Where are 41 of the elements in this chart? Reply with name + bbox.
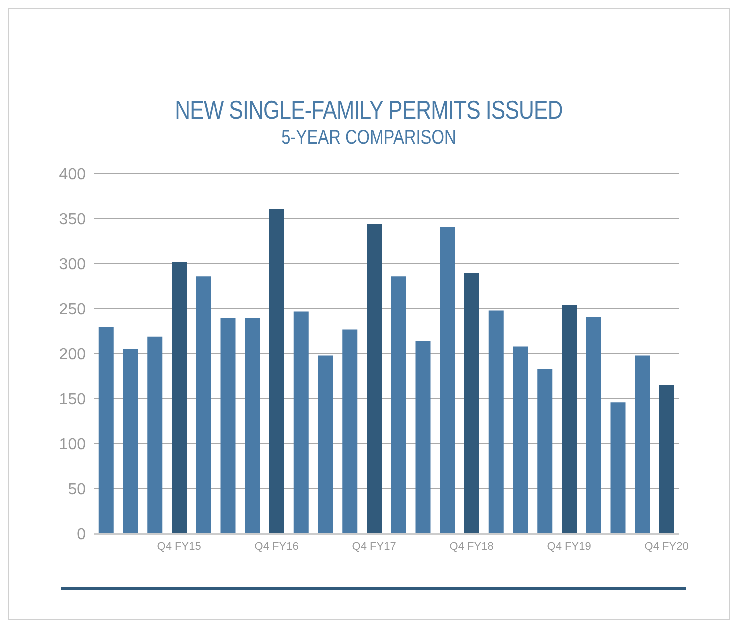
y-tick-label: 300: [59, 256, 86, 274]
x-tick-label: Q4 FY17: [352, 540, 396, 553]
chart-title: NEW SINGLE-FAMILY PERMITS ISSUED: [174, 95, 564, 126]
bar: [416, 341, 431, 534]
x-tick-label: Q4 FY20: [644, 540, 689, 553]
y-tick-label: 150: [59, 392, 86, 409]
bar: [538, 369, 553, 534]
bar: [562, 305, 577, 534]
bar: [440, 227, 456, 534]
bar: [220, 318, 236, 534]
bar: [294, 312, 309, 534]
bar: [270, 209, 284, 534]
bar: [318, 356, 334, 534]
bar: [488, 310, 504, 534]
y-tick-label: 0: [77, 526, 86, 544]
x-tick-label: Q4 FY15: [157, 540, 202, 553]
y-tick-label: 250: [59, 302, 86, 319]
bar: [660, 386, 674, 534]
bar: [367, 224, 382, 534]
y-tick-label: 50: [68, 482, 86, 499]
chart-subtitle: 5-YEAR COMPARISON: [280, 127, 458, 150]
y-tick-label: 100: [59, 436, 86, 454]
x-tick-label: Q4 FY18: [450, 540, 494, 553]
bar: [148, 336, 163, 534]
bar: [586, 317, 602, 534]
bar: [610, 402, 626, 534]
bar: [196, 276, 212, 534]
bar: [464, 273, 480, 534]
bar: [635, 356, 650, 534]
bar: [245, 318, 260, 534]
bar: [342, 330, 358, 534]
bar: [98, 327, 114, 534]
y-tick-label: 400: [59, 166, 86, 184]
y-tick-label: 350: [59, 212, 86, 229]
y-tick-label: 200: [59, 346, 86, 364]
bar: [123, 350, 138, 534]
x-tick-label: Q4 FY19: [547, 540, 592, 553]
bar: [391, 276, 406, 534]
bar: [513, 346, 528, 534]
x-tick-label: Q4 FY16: [254, 540, 299, 553]
bar: [172, 262, 187, 534]
